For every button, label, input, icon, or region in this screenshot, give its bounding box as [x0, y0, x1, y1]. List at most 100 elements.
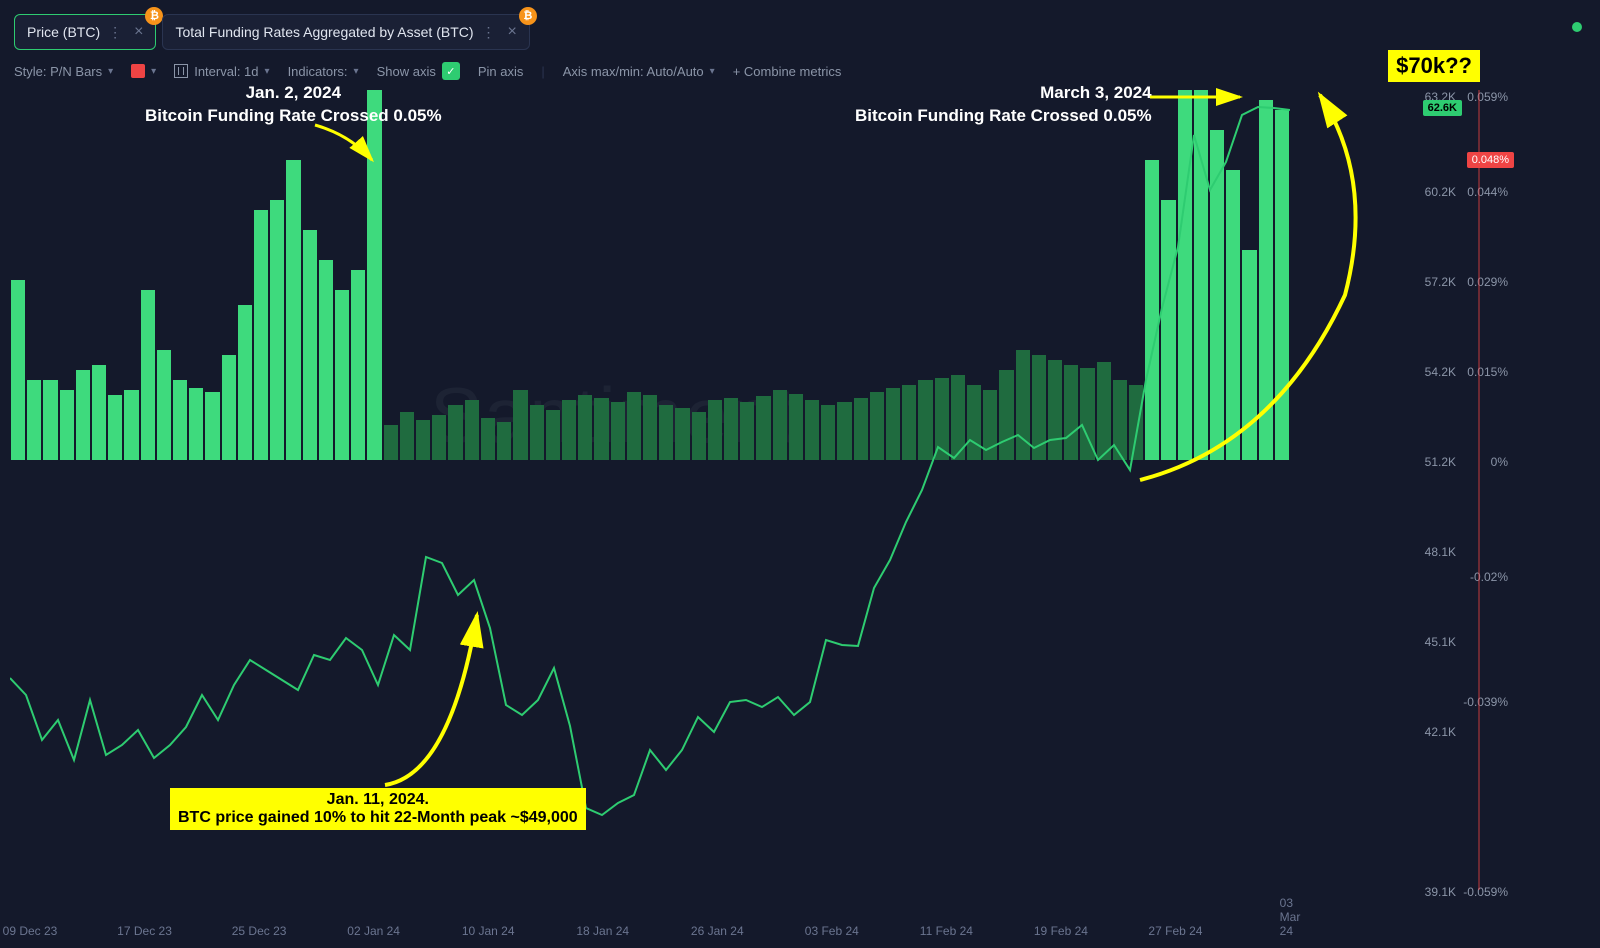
bar	[60, 390, 74, 460]
axis-tick: 0.044%	[1467, 185, 1508, 199]
axis-tick: 39.1K	[1425, 885, 1456, 899]
bar	[967, 385, 981, 460]
tab[interactable]: Price (BTC)⋮×₿	[14, 14, 156, 50]
bar	[270, 200, 284, 460]
tab-menu-icon[interactable]: ⋮	[482, 24, 496, 41]
bar	[1275, 110, 1289, 460]
tabs-bar: Price (BTC)⋮×₿Total Funding Rates Aggreg…	[0, 0, 1600, 50]
tab-menu-icon[interactable]: ⋮	[108, 24, 122, 41]
x-axis-tick: 19 Feb 24	[1034, 924, 1088, 938]
annotation-jan11: Jan. 11, 2024. BTC price gained 10% to h…	[170, 788, 586, 830]
bar	[43, 380, 57, 460]
bar	[157, 350, 171, 460]
bar	[254, 210, 268, 460]
bar	[335, 290, 349, 460]
bar	[400, 412, 414, 460]
status-indicator	[1572, 22, 1582, 32]
x-axis-tick: 18 Jan 24	[576, 924, 629, 938]
bar	[1242, 250, 1256, 460]
combine-metrics-button[interactable]: + Combine metrics	[733, 64, 842, 79]
axis-tick: 0.059%	[1467, 90, 1508, 104]
bar	[1048, 360, 1062, 460]
x-axis-tick: 09 Dec 23	[3, 924, 58, 938]
bar	[238, 305, 252, 460]
arrow-jan11	[375, 600, 505, 790]
style-select[interactable]: Style: P/N Bars▾	[14, 64, 113, 79]
bar	[1226, 170, 1240, 460]
bar	[481, 418, 495, 460]
bar	[1032, 355, 1046, 460]
bar	[983, 390, 997, 460]
bar	[1178, 90, 1192, 460]
interval-select[interactable]: Interval: 1d▾	[174, 64, 269, 79]
pct-axis: 0.059%0.044%0.029%0.015%0%-0.02%-0.039%-…	[1458, 90, 1514, 890]
annotation-mar3: March 3, 2024 Bitcoin Funding Rate Cross…	[855, 82, 1152, 128]
annotation-70k: $70k??	[1388, 50, 1480, 82]
bar	[530, 405, 544, 460]
bar	[1161, 200, 1175, 460]
bar	[659, 405, 673, 460]
bar	[286, 160, 300, 460]
chart-area: Santiment Jan. 2, 2024 Bitcoin Funding R…	[10, 90, 1390, 930]
axis-tick: 54.2K	[1425, 365, 1456, 379]
funding-bars	[10, 90, 1290, 460]
x-axis-tick: 02 Jan 24	[347, 924, 400, 938]
x-axis-tick: 25 Dec 23	[232, 924, 287, 938]
bar	[675, 408, 689, 460]
annotation-jan2: Jan. 2, 2024 Bitcoin Funding Rate Crosse…	[145, 82, 442, 128]
axis-minmax-select[interactable]: Axis max/min: Auto/Auto▾	[563, 64, 715, 79]
bar	[756, 396, 770, 460]
bar	[1129, 385, 1143, 460]
bar	[1113, 380, 1127, 460]
current-time-line	[1478, 90, 1480, 890]
close-icon[interactable]: ×	[134, 23, 143, 41]
bar	[513, 390, 527, 460]
axis-tick: -0.039%	[1463, 695, 1508, 709]
bar	[11, 280, 25, 460]
bar	[319, 260, 333, 460]
axis-tick: 45.1K	[1425, 635, 1456, 649]
color-swatch[interactable]: ▾	[131, 64, 156, 78]
bar	[1145, 160, 1159, 460]
bar	[902, 385, 916, 460]
bar	[611, 402, 625, 460]
bar	[141, 290, 155, 460]
bar	[108, 395, 122, 460]
current-pct-badge: 0.048%	[1467, 152, 1514, 168]
close-icon[interactable]: ×	[508, 23, 517, 41]
x-axis-tick: 03 Mar 24	[1280, 896, 1301, 938]
bar	[303, 230, 317, 460]
x-axis-tick: 27 Feb 24	[1148, 924, 1202, 938]
axis-tick: 42.1K	[1425, 725, 1456, 739]
bar	[708, 400, 722, 460]
btc-badge-icon: ₿	[145, 7, 163, 25]
axis-tick: 51.2K	[1425, 455, 1456, 469]
bar	[76, 370, 90, 460]
bar	[1210, 130, 1224, 460]
tab[interactable]: Total Funding Rates Aggregated by Asset …	[162, 14, 529, 50]
bar	[789, 394, 803, 460]
axis-tick: -0.059%	[1463, 885, 1508, 899]
pin-axis-toggle[interactable]: Pin axis	[478, 64, 524, 79]
bar	[124, 390, 138, 460]
x-axis-tick: 11 Feb 24	[920, 924, 973, 938]
bar	[222, 355, 236, 460]
bar	[805, 400, 819, 460]
tab-label: Price (BTC)	[27, 24, 100, 40]
axis-tick: -0.02%	[1470, 570, 1508, 584]
bar	[173, 380, 187, 460]
bar	[1194, 90, 1208, 460]
current-price-badge: 62.6K	[1423, 100, 1462, 116]
indicators-select[interactable]: Indicators:▾	[288, 64, 359, 79]
show-axis-toggle[interactable]: Show axis✓	[377, 62, 460, 80]
bar	[886, 388, 900, 460]
axis-tick: 60.2K	[1425, 185, 1456, 199]
bar	[1097, 362, 1111, 460]
axis-tick: 0%	[1491, 455, 1508, 469]
axis-tick: 0.029%	[1467, 275, 1508, 289]
bar	[821, 405, 835, 460]
bar	[448, 405, 462, 460]
bar	[205, 392, 219, 460]
bar	[384, 425, 398, 460]
bar	[92, 365, 106, 460]
